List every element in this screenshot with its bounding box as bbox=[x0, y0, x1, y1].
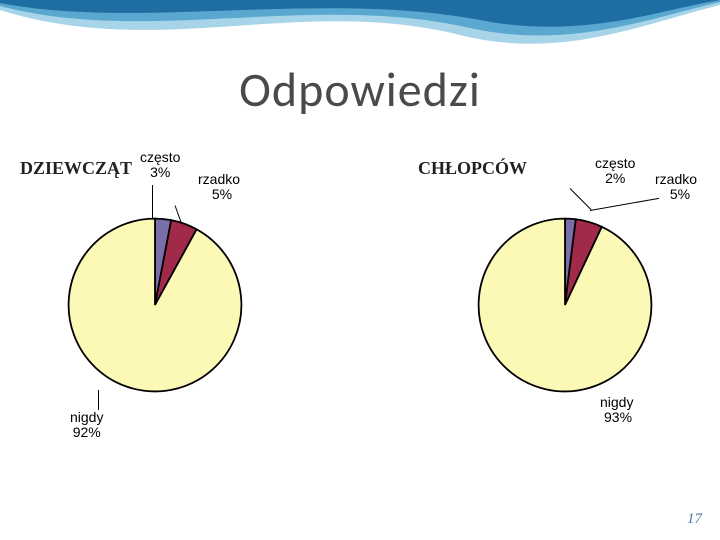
boys-label-nigdy-pct: 93% bbox=[604, 410, 632, 425]
boys-label-czesto: często 2% bbox=[595, 156, 635, 187]
girls-pie bbox=[65, 215, 245, 395]
boys-label-nigdy-word: nigdy bbox=[600, 394, 633, 410]
boys-label-rzadko-word: rzadko bbox=[655, 171, 697, 187]
wave-layer-1 bbox=[0, 0, 720, 27]
pie-slice bbox=[479, 219, 652, 392]
pie-slice bbox=[69, 219, 242, 392]
boys-label-czesto-pct: 2% bbox=[605, 170, 625, 186]
page-number: 17 bbox=[687, 511, 702, 528]
girls-label-rzadko-pct: 5% bbox=[212, 187, 232, 202]
wave-layer-3 bbox=[0, 0, 720, 44]
boys-label-czesto-word: często bbox=[595, 155, 635, 171]
boys-pie bbox=[475, 215, 655, 395]
girls-label-nigdy: nigdy 92% bbox=[70, 410, 103, 441]
boys-label-rzadko: rzadko 5% bbox=[655, 172, 697, 203]
boys-heading: CHŁOPCÓW bbox=[418, 158, 527, 179]
wave-layer-2 bbox=[0, 0, 720, 35]
boys-label-nigdy: nigdy 93% bbox=[600, 395, 633, 426]
girls-label-rzadko: rzadko 5% bbox=[198, 172, 240, 203]
girls-label-czesto-word: często bbox=[140, 149, 180, 165]
boys-leader-2 bbox=[590, 198, 659, 211]
girls-label-czesto: często 3% bbox=[140, 150, 180, 181]
girls-label-nigdy-pct: 92% bbox=[73, 425, 101, 440]
boys-leader-1 bbox=[570, 188, 592, 210]
boys-label-rzadko-pct: 5% bbox=[670, 187, 690, 202]
slide-title: Odpowiedzi bbox=[0, 60, 720, 119]
girls-label-czesto-pct: 3% bbox=[150, 164, 170, 180]
girls-label-nigdy-word: nigdy bbox=[70, 409, 103, 425]
girls-heading: DZIEWCZĄT bbox=[20, 158, 132, 179]
girls-label-rzadko-word: rzadko bbox=[198, 171, 240, 187]
